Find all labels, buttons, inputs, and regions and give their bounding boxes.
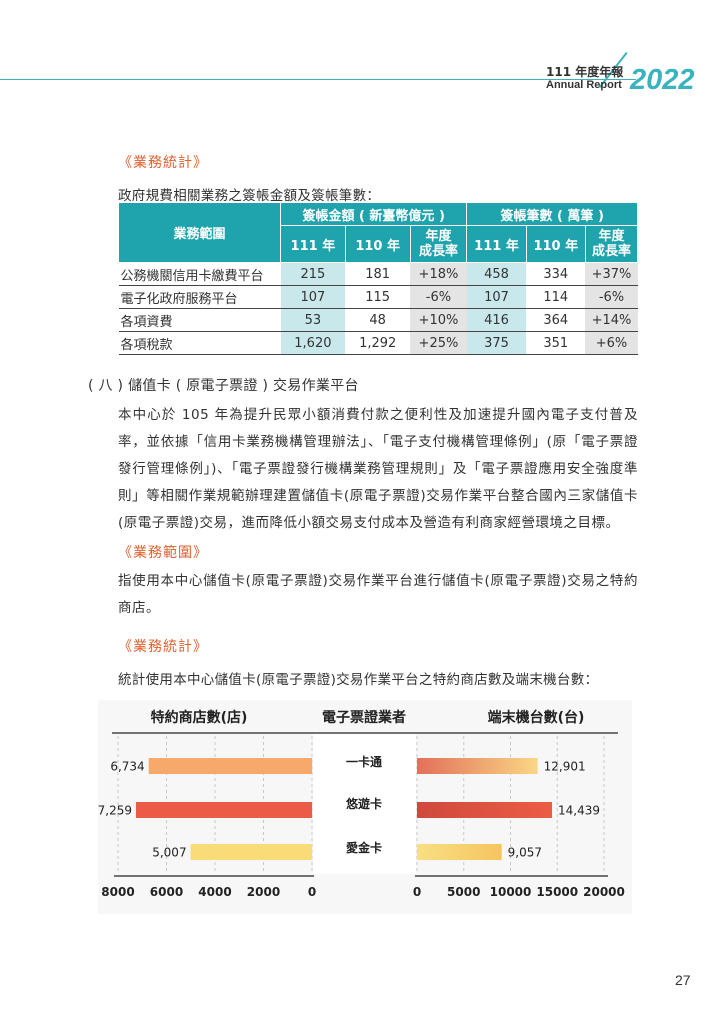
- bar-right-2: [417, 844, 502, 860]
- cell: 334: [526, 262, 586, 286]
- row-label: 各項資費: [118, 308, 281, 332]
- section-title-scope: 《業務範圍》: [118, 545, 208, 561]
- cell: 115: [345, 285, 411, 309]
- bar-left-1: [135, 802, 312, 818]
- cell: 181: [345, 262, 411, 286]
- cell: 1,620: [280, 331, 346, 355]
- right-tick-label: 0: [413, 885, 421, 899]
- right-tick-label: 5000: [447, 885, 480, 899]
- left-tick-label: 8000: [101, 885, 134, 899]
- cell: 351: [526, 331, 586, 355]
- category-label: 悠遊卡: [345, 796, 382, 811]
- cell: 416: [466, 308, 527, 332]
- col-count-growth: 年度 成長率: [584, 225, 639, 263]
- section-title-stats-2: 《業務統計》: [118, 639, 208, 655]
- right-tick-label: 20000: [583, 885, 625, 899]
- cell: 53: [280, 308, 346, 332]
- cell: 114: [526, 285, 586, 309]
- section-title-stats: 《業務統計》: [118, 155, 208, 171]
- cell: -6%: [410, 285, 467, 309]
- cell: +18%: [410, 262, 467, 286]
- cell: 215: [280, 262, 346, 286]
- scope-body: 指使用本中心儲值卡(原電子票證)交易作業平台進行儲值卡(原電子票證)交易之特約商…: [118, 573, 638, 616]
- col-scope: 業務範圍: [118, 202, 281, 263]
- bar-left-0: [148, 758, 312, 774]
- table-row: 各項資費 53 48 +10% 416 364 +14%: [118, 308, 638, 332]
- data-label-left: 5,007: [152, 846, 186, 860]
- left-tick-label: 2000: [247, 885, 280, 899]
- cell: 364: [526, 308, 586, 332]
- left-tick-label: 0: [308, 885, 316, 899]
- col-count-111: 111 年: [466, 225, 527, 263]
- table-row: 公務機關信用卡繳費平台 215 181 +18% 458 334 +37%: [118, 262, 638, 286]
- col-amount: 簽帳金額 ( 新臺幣億元 ): [279, 202, 468, 226]
- chart-title-left: 特約商店數(店): [151, 709, 248, 726]
- report-year: 2022: [630, 64, 695, 96]
- cell: +6%: [585, 331, 638, 355]
- cell: 1,292: [345, 331, 411, 355]
- header-rule: [0, 79, 636, 80]
- col-count: 簽帳筆數 ( 萬筆 ): [466, 202, 638, 226]
- cell: +25%: [410, 331, 467, 355]
- section-heading-8: ( 八 ) 儲值卡 ( 原電子票證 ) 交易作業平台: [88, 378, 359, 394]
- chart-title-right: 端末機台數(台): [488, 709, 585, 726]
- category-label: 愛金卡: [346, 840, 382, 855]
- category-label: 一卡通: [346, 754, 382, 769]
- table-row: 各項稅款 1,620 1,292 +25% 375 351 +6%: [118, 331, 638, 355]
- col-amount-110: 110 年: [344, 225, 411, 263]
- cell: 107: [466, 285, 527, 309]
- col-amount-growth: 年度 成長率: [409, 225, 468, 263]
- chart-intro: 統計使用本中心儲值卡(原電子票證)交易作業平台之特約商店數及端末機台數：: [118, 672, 599, 688]
- bar-left-2: [190, 844, 312, 860]
- cell: +10%: [410, 308, 467, 332]
- bar-right-1: [417, 802, 553, 818]
- col-amount-111: 111 年: [280, 225, 346, 263]
- chart-title-center: 電子票證業者: [322, 709, 406, 726]
- report-title: 111 年度年報: [546, 65, 624, 79]
- left-tick-label: 4000: [198, 885, 231, 899]
- right-tick-label: 10000: [490, 885, 532, 899]
- page-number: 27: [675, 972, 691, 988]
- bar-right-0: [417, 758, 538, 774]
- data-label-right: 9,057: [508, 846, 542, 860]
- col-count-110: 110 年: [525, 225, 586, 263]
- row-label: 電子化政府服務平台: [118, 285, 281, 309]
- cell: +37%: [585, 262, 638, 286]
- fee-stats-table: 業務範圍 簽帳金額 ( 新臺幣億元 ) 簽帳筆數 ( 萬筆 ) 111 年 11…: [118, 202, 639, 355]
- cell: 375: [466, 331, 527, 355]
- table-row: 電子化政府服務平台 107 115 -6% 107 114 -6%: [118, 285, 638, 309]
- cell: 458: [466, 262, 527, 286]
- cell: 107: [280, 285, 346, 309]
- data-label-left: 6,734: [110, 760, 144, 774]
- data-label-right: 14,439: [558, 804, 600, 818]
- table-intro: 政府規費相關業務之簽帳金額及簽帳筆數：: [118, 188, 381, 204]
- left-tick-label: 6000: [150, 885, 183, 899]
- row-label: 各項稅款: [118, 331, 281, 355]
- cell: -6%: [585, 285, 638, 309]
- report-subtitle: Annual Report: [546, 79, 622, 91]
- chart-svg: 特約商店數(店) 電子票證業者 端末機台數(台)8000 6000 4000 2000 0 0…: [98, 709, 625, 899]
- right-tick-label: 15000: [536, 885, 578, 899]
- row-label: 公務機關信用卡繳費平台: [118, 262, 281, 286]
- data-label-left: 7,259: [98, 804, 132, 818]
- butterfly-chart: 特約商店數(店) 電子票證業者 端末機台數(台) 8000 6000 4000 2000 0 0…: [98, 700, 632, 914]
- cell: 48: [345, 308, 411, 332]
- cell: +14%: [585, 308, 638, 332]
- chart-center-column: [313, 734, 416, 874]
- section-8-body: 本中心於 105 年為提升民眾小額消費付款之便利性及加速提升國內電子支付普及率，…: [118, 407, 638, 531]
- data-label-right: 12,901: [544, 760, 586, 774]
